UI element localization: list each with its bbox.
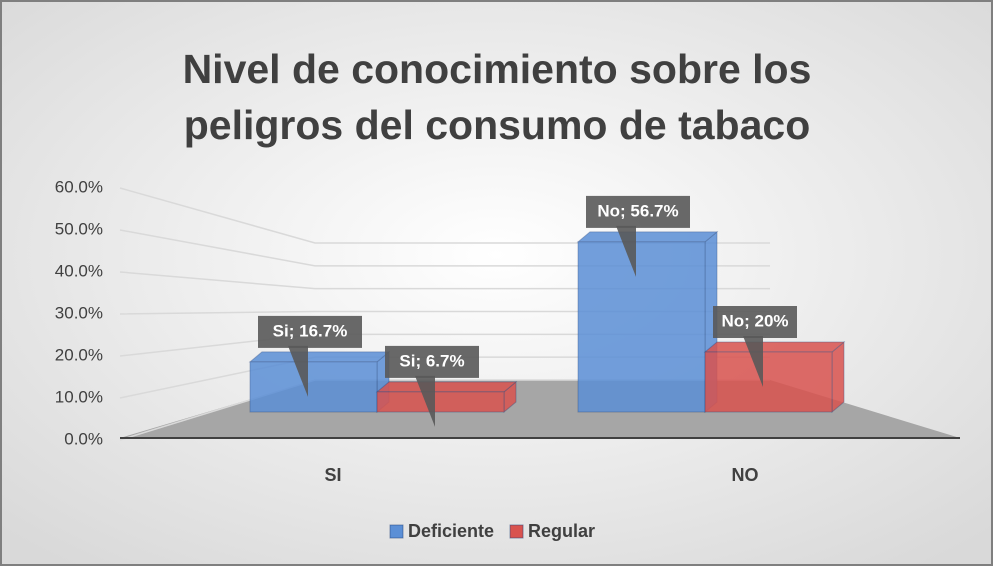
label-callout	[616, 225, 636, 277]
bar-face	[703, 341, 846, 353]
label-box	[586, 195, 690, 228]
data-label: Si; 6.7%	[399, 351, 464, 370]
label-callout	[415, 375, 435, 427]
bar-face	[376, 391, 505, 413]
bar	[248, 350, 391, 414]
label-box	[385, 345, 479, 378]
label-box	[713, 306, 797, 338]
data-label: No; 56.7%	[597, 201, 678, 220]
y-tick-label: 20.0%	[55, 345, 103, 364]
data-label: No; 20%	[721, 311, 788, 330]
label-callout	[288, 345, 308, 397]
bar-face	[248, 351, 391, 363]
legend-label: Regular	[528, 521, 595, 541]
bar	[375, 380, 518, 414]
bar-face	[831, 340, 845, 414]
bar-face	[577, 241, 706, 413]
y-tick-label: 60.0%	[55, 177, 103, 196]
x-tick-label: SI	[324, 465, 341, 485]
x-tick-label: NO	[732, 465, 759, 485]
y-tick-label: 10.0%	[55, 387, 103, 406]
bar	[576, 230, 719, 414]
y-tick-label: 0.0%	[64, 429, 103, 448]
y-tick-label: 40.0%	[55, 261, 103, 280]
label-box	[258, 315, 362, 348]
bar-face	[249, 361, 378, 413]
bar	[703, 340, 846, 414]
y-tick-label: 30.0%	[55, 303, 103, 322]
bar-face	[576, 231, 719, 243]
legend-swatch	[509, 524, 524, 539]
chart-title: Nivel de conocimiento sobre los	[183, 46, 812, 92]
legend-swatch	[389, 524, 404, 539]
label-callout	[743, 336, 763, 387]
data-label: Si; 16.7%	[273, 321, 348, 340]
legend-label: Deficiente	[408, 521, 494, 541]
chart-title: peligros del consumo de tabaco	[184, 102, 811, 148]
y-tick-label: 50.0%	[55, 219, 103, 238]
bar-face	[704, 351, 833, 413]
bar-face	[375, 381, 518, 393]
